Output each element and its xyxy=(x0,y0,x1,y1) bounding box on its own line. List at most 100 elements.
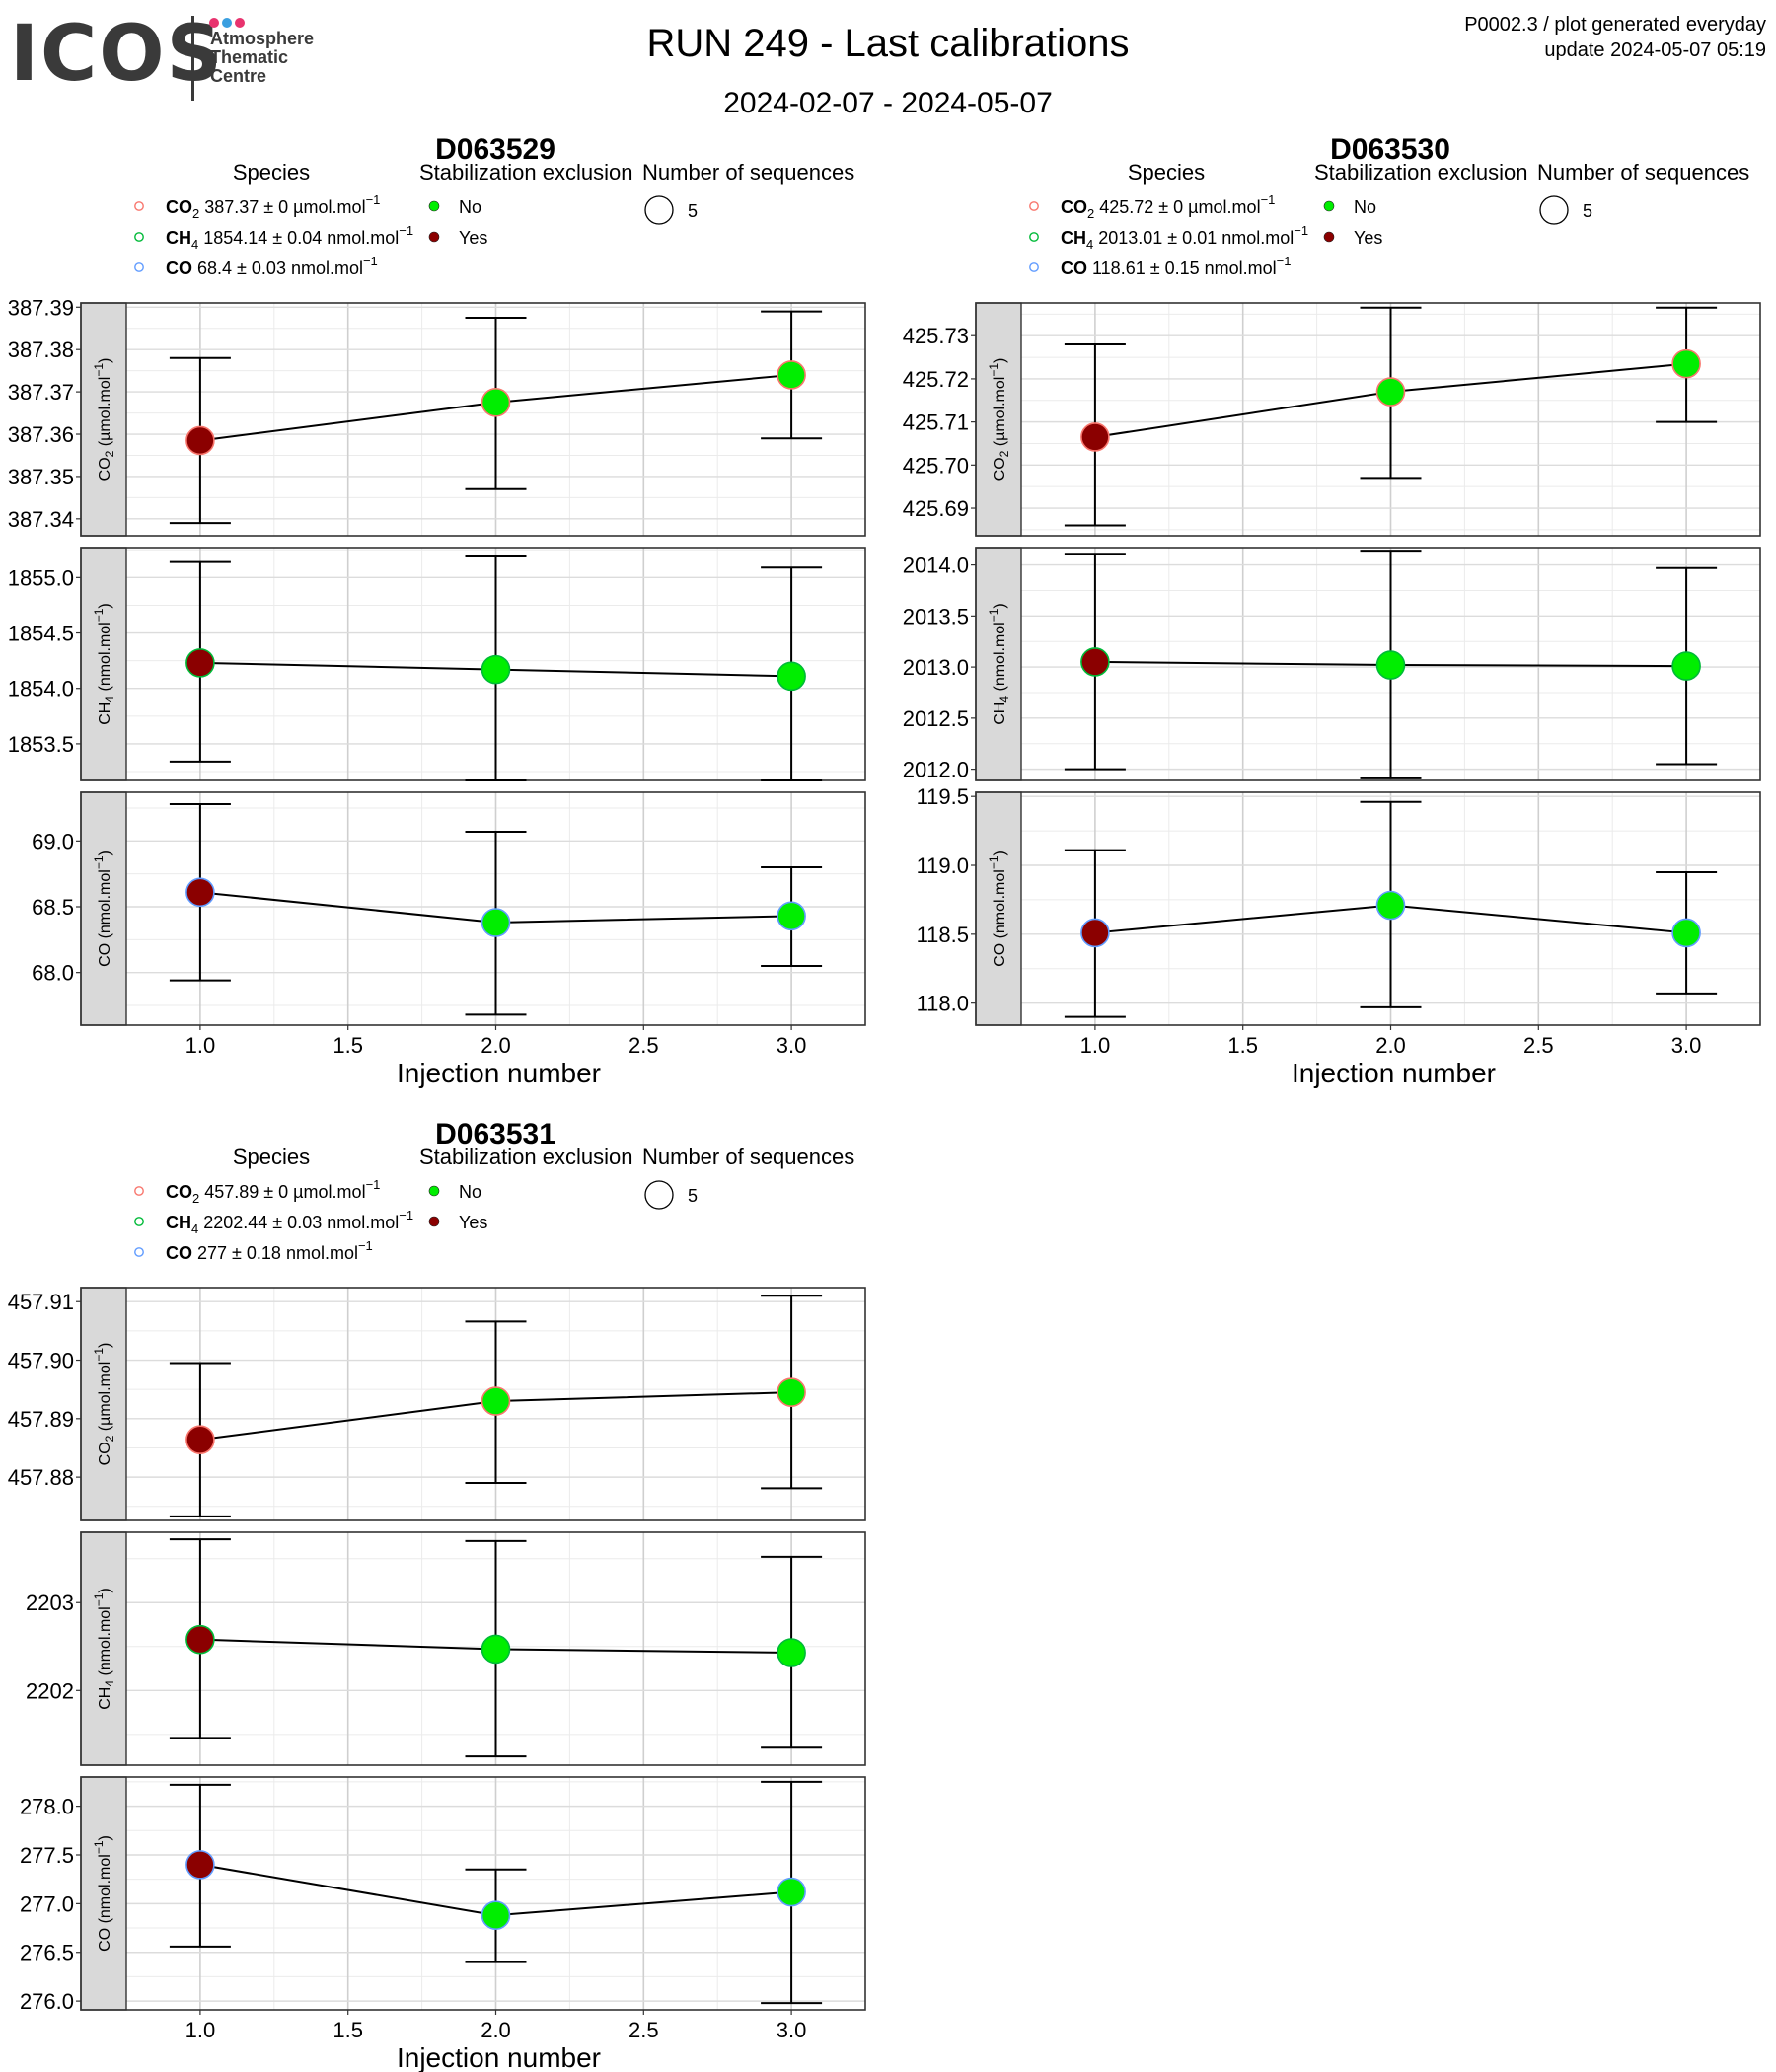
strip-close: ) xyxy=(97,603,113,608)
data-point xyxy=(777,901,806,931)
strip-close: ) xyxy=(97,1343,113,1348)
data-point xyxy=(185,1425,215,1454)
data-point xyxy=(185,425,215,456)
y-tick-label: 1855.0 xyxy=(8,565,74,590)
unit-exponent: −1 xyxy=(1277,254,1292,268)
x-tick-label: 1.0 xyxy=(185,1033,216,1058)
legend-title-stabilization: Stabilization exclusion xyxy=(419,1145,632,1169)
facet-strip xyxy=(975,302,1022,537)
legend-stabilization-key xyxy=(1323,231,1335,243)
y-tick-label: 457.89 xyxy=(8,1407,74,1432)
species-name: CO xyxy=(166,197,192,217)
strip-species: CO xyxy=(97,457,113,481)
y-tick-label: 387.35 xyxy=(8,465,74,489)
x-tick-label: 3.0 xyxy=(777,2018,807,2042)
strip-subscript: 2 xyxy=(103,1435,116,1442)
panel-border xyxy=(80,1531,866,1766)
y-tick-label: 2012.0 xyxy=(903,758,969,782)
unit-exponent: −1 xyxy=(399,1208,413,1222)
strip-subscript: 4 xyxy=(103,1680,116,1687)
x-tick-label: 2.0 xyxy=(481,1033,511,1058)
date-range: 2024-02-07 - 2024-05-07 xyxy=(723,87,1053,119)
species-name: CO xyxy=(166,259,192,278)
x-tick-label: 3.0 xyxy=(1671,1033,1702,1058)
unit-exponent: −1 xyxy=(1261,192,1276,207)
strip-species: CH xyxy=(992,703,1008,725)
unit-exponent: −1 xyxy=(366,192,381,207)
legend-title-species: Species xyxy=(233,160,310,185)
page-header: ICOS Atmosphere Thematic Centre RUN 249 … xyxy=(0,0,1776,123)
y-tick-label: 277.5 xyxy=(20,1843,74,1868)
x-tick-label: 3.0 xyxy=(777,1033,807,1058)
logo-subtitle-line: Atmosphere xyxy=(210,29,315,48)
legend-stabilization-label: Yes xyxy=(459,228,487,248)
y-tick-label: 387.36 xyxy=(8,422,74,447)
strip-species: CO xyxy=(992,457,1008,481)
strip-unit: (nmol.mol xyxy=(97,869,113,943)
facet-strip xyxy=(80,302,127,537)
species-value: 68.4 ± 0.03 nmol.mol xyxy=(192,259,363,278)
legend-title-stabilization: Stabilization exclusion xyxy=(419,160,632,185)
data-point xyxy=(1671,918,1701,948)
chart-title: D063529 xyxy=(435,133,555,166)
data-point xyxy=(481,1900,511,1931)
y-tick-label: 387.38 xyxy=(8,337,74,362)
x-tick-label: 2.0 xyxy=(1375,1033,1406,1058)
species-subscript: 4 xyxy=(191,237,198,252)
strip-species: CH xyxy=(97,703,113,725)
facet-panel: 1853.5 1854.0 1854.5 1855.0 CH4 (nmol.mol−1) xyxy=(8,547,866,781)
facet-strip-label: CO (nmol.mol−1) xyxy=(92,1835,113,1952)
strip-unit: (nmol.mol xyxy=(97,1606,113,1680)
panel-border xyxy=(80,1287,866,1521)
y-tick-label: 2203 xyxy=(26,1591,74,1615)
unit-exponent: −1 xyxy=(399,223,413,238)
legend-sequences-label: 5 xyxy=(688,201,698,221)
legend-stabilization-key xyxy=(428,1216,440,1227)
strip-exponent: −1 xyxy=(92,855,106,869)
strip-close: ) xyxy=(992,358,1008,363)
legend-title-species: Species xyxy=(1128,160,1205,185)
y-tick-label: 118.5 xyxy=(917,923,969,947)
strip-close: ) xyxy=(992,851,1008,855)
strip-unit: (µmol.mol xyxy=(97,1362,113,1436)
x-tick-label: 2.5 xyxy=(1523,1033,1554,1058)
chart-block: D063530 Species Stabilization exclusion Num… xyxy=(903,133,1761,1088)
y-tick-label: 1854.5 xyxy=(8,622,74,646)
y-tick-label: 276.5 xyxy=(20,1941,74,1965)
strip-species: CO xyxy=(97,1928,113,1952)
species-name: CO xyxy=(1061,259,1087,278)
x-tick-label: 1.0 xyxy=(1080,1033,1111,1058)
facet-strip-label: CH4 (nmol.mol−1) xyxy=(92,603,116,725)
logo-dots-icon xyxy=(209,15,248,33)
y-tick-label: 387.37 xyxy=(8,380,74,405)
strip-subscript: 2 xyxy=(998,450,1011,457)
legend-title-stabilization: Stabilization exclusion xyxy=(1314,160,1527,185)
x-tick-label: 2.0 xyxy=(481,2018,511,2042)
data-point xyxy=(777,661,806,692)
legend-species-label: CO 118.61 ± 0.15 nmol.mol−1 xyxy=(1061,254,1291,278)
data-point xyxy=(1080,647,1110,677)
legend-species-label: CO 277 ± 0.18 nmol.mol−1 xyxy=(166,1238,373,1263)
y-tick-label: 68.0 xyxy=(32,961,74,986)
species-subscript: 2 xyxy=(192,1191,199,1206)
x-tick-label: 1.5 xyxy=(333,2018,363,2042)
legend-species-key xyxy=(1029,201,1039,211)
species-value: 1854.14 ± 0.04 nmol.mol xyxy=(198,228,399,248)
legend-sequences-key xyxy=(644,1180,674,1210)
facet-strip xyxy=(80,1287,127,1521)
strip-close: ) xyxy=(97,1835,113,1840)
legend-species-label: CO 68.4 ± 0.03 nmol.mol−1 xyxy=(166,254,378,278)
legend-sequences-key xyxy=(1539,195,1569,225)
data-point xyxy=(777,1877,806,1907)
x-axis-title: Injection number xyxy=(397,1058,601,1088)
legend-stabilization-label: No xyxy=(1354,197,1376,217)
strip-exponent: −1 xyxy=(92,363,106,377)
facet-strip-label: CH4 (nmol.mol−1) xyxy=(987,603,1011,725)
legend-species-key xyxy=(1029,262,1039,272)
species-subscript: 2 xyxy=(1087,206,1094,221)
chart-title: D063530 xyxy=(1330,133,1450,166)
unit-exponent: −1 xyxy=(363,254,378,268)
icos-logo: ICOS xyxy=(10,10,224,99)
facet-strip-label: CO2 (µmol.mol−1) xyxy=(92,1343,116,1466)
y-tick-label: 425.69 xyxy=(903,496,969,521)
